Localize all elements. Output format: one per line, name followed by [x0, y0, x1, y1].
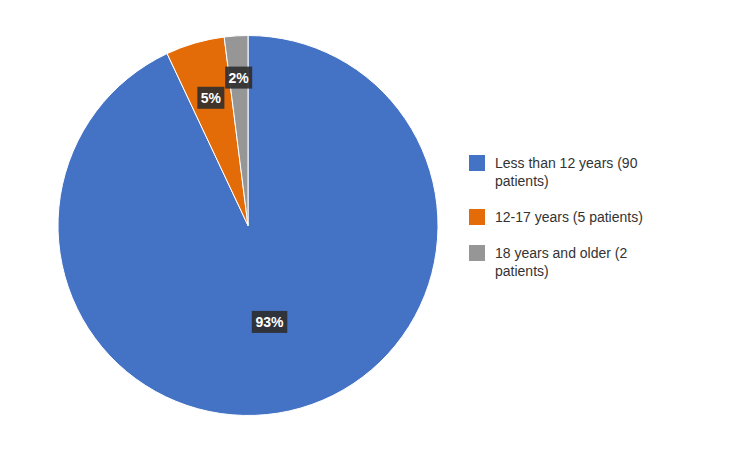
svg-text:2%: 2% — [229, 70, 250, 86]
html-text:Less than 12 years (90 patient: Less than 12 years (90 patients) — [495, 154, 638, 189]
html-text:18 years and older (2 patients: 18 years and older (2 patients) — [495, 244, 628, 279]
html-text:12-17 years (5 patients): 12-17 years (5 patients) — [495, 208, 643, 225]
svg-text:93%: 93% — [256, 314, 285, 330]
svg-text:5%: 5% — [201, 90, 222, 106]
